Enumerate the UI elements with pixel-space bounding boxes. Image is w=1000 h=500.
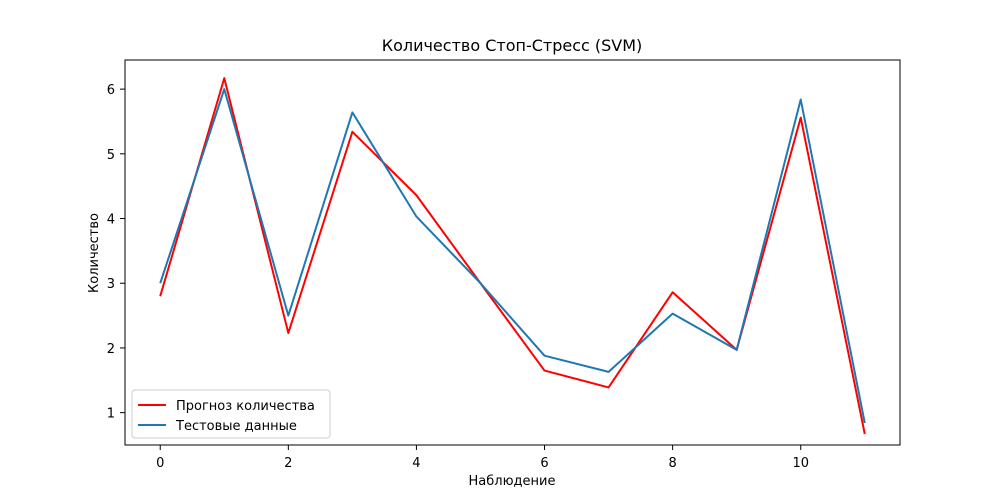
legend: Прогноз количества Тестовые данные — [131, 389, 331, 439]
y-axis-title: Количество — [87, 213, 102, 293]
legend-label-test: Тестовые данные — [175, 419, 297, 434]
x-axis: 0 2 4 6 8 10 — [156, 445, 809, 471]
series-layer — [159, 77, 866, 435]
plot-frame — [124, 59, 901, 446]
x-tick-label: 8 — [668, 456, 676, 471]
chart-title: Количество Стоп-Стресс (SVM) — [382, 36, 643, 55]
x-tick-label: 4 — [412, 456, 420, 471]
legend-box — [131, 389, 331, 439]
y-tick-label: 4 — [107, 213, 115, 228]
x-axis-title: Наблюдение — [469, 474, 556, 489]
y-tick-label: 3 — [107, 277, 115, 292]
y-tick-label: 6 — [107, 83, 115, 98]
legend-label-forecast: Прогноз количества — [176, 399, 315, 414]
x-tick-label: 6 — [540, 456, 548, 471]
y-tick-label: 5 — [107, 148, 115, 163]
x-tick-label: 2 — [284, 456, 292, 471]
x-tick-label: 10 — [792, 456, 809, 471]
series-line-1 — [159, 88, 866, 424]
y-tick-label: 2 — [107, 342, 115, 357]
y-tick-label: 1 — [107, 407, 115, 422]
plot-area — [125, 60, 900, 445]
x-tick-label: 0 — [156, 456, 164, 471]
y-axis: 1 2 3 4 5 6 — [107, 83, 125, 422]
